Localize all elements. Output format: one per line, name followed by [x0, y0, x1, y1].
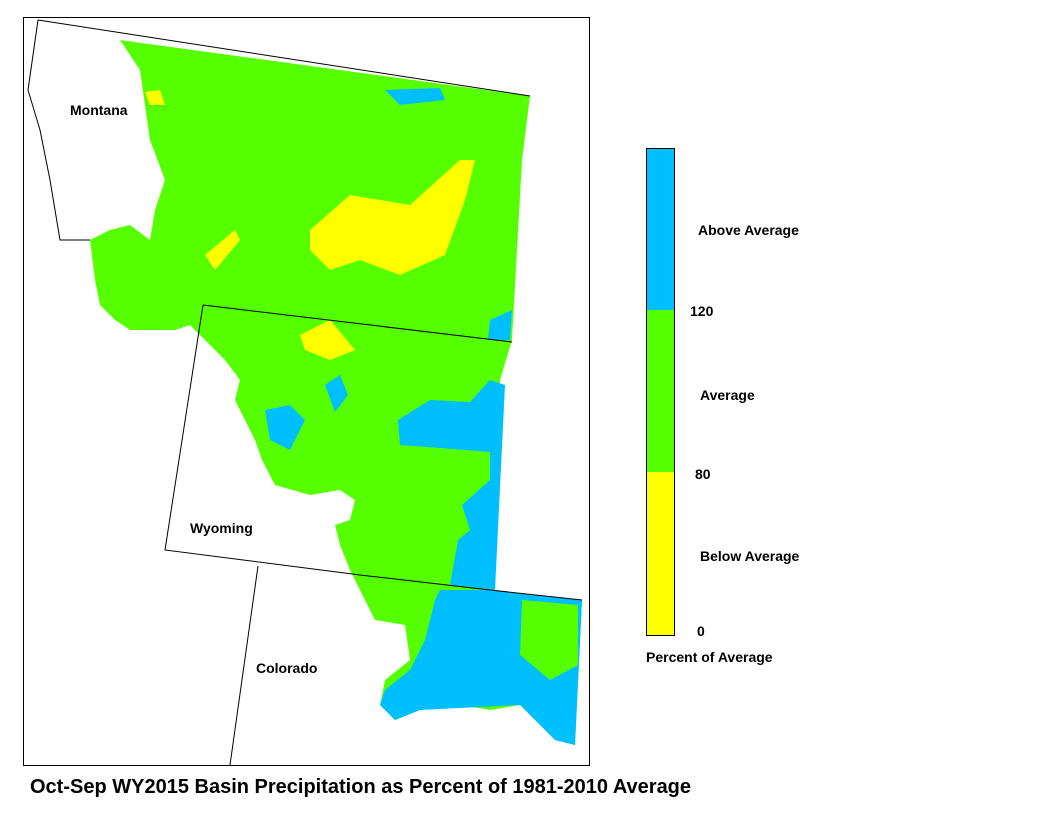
basin-above [385, 88, 445, 105]
state-label: Wyoming [190, 520, 253, 536]
legend-label: Above Average [698, 222, 799, 238]
basin-above [488, 310, 512, 340]
legend-break: 80 [695, 466, 711, 482]
legend-swatch [646, 472, 674, 635]
map-title: Oct-Sep WY2015 Basin Precipitation as Pe… [30, 776, 691, 798]
basin-above [265, 405, 305, 450]
basin-above [398, 380, 505, 590]
legend-label: Below Average [700, 548, 800, 564]
legend: Above Average Average Below Average 120 … [646, 148, 800, 665]
state-label: Colorado [256, 660, 317, 676]
legend-break: 120 [690, 303, 714, 319]
basin-below [205, 230, 240, 270]
basin-average [520, 600, 578, 680]
legend-break: 0 [697, 623, 705, 639]
precip-map: Montana Wyoming Colorado [27, 19, 583, 766]
basin-below [300, 320, 355, 360]
state-label: Montana [70, 102, 128, 118]
legend-caption: Percent of Average [646, 649, 773, 665]
map-frame [23, 17, 590, 766]
state-border [164, 304, 583, 601]
legend-label: Average [700, 387, 755, 403]
legend-swatch [646, 148, 674, 310]
legend-frame [646, 148, 675, 636]
state-border [27, 19, 531, 241]
legend-swatch [646, 310, 674, 472]
state-border [229, 565, 259, 766]
basin-above [325, 375, 348, 412]
basin-below [145, 90, 165, 105]
basin-below [310, 160, 475, 275]
